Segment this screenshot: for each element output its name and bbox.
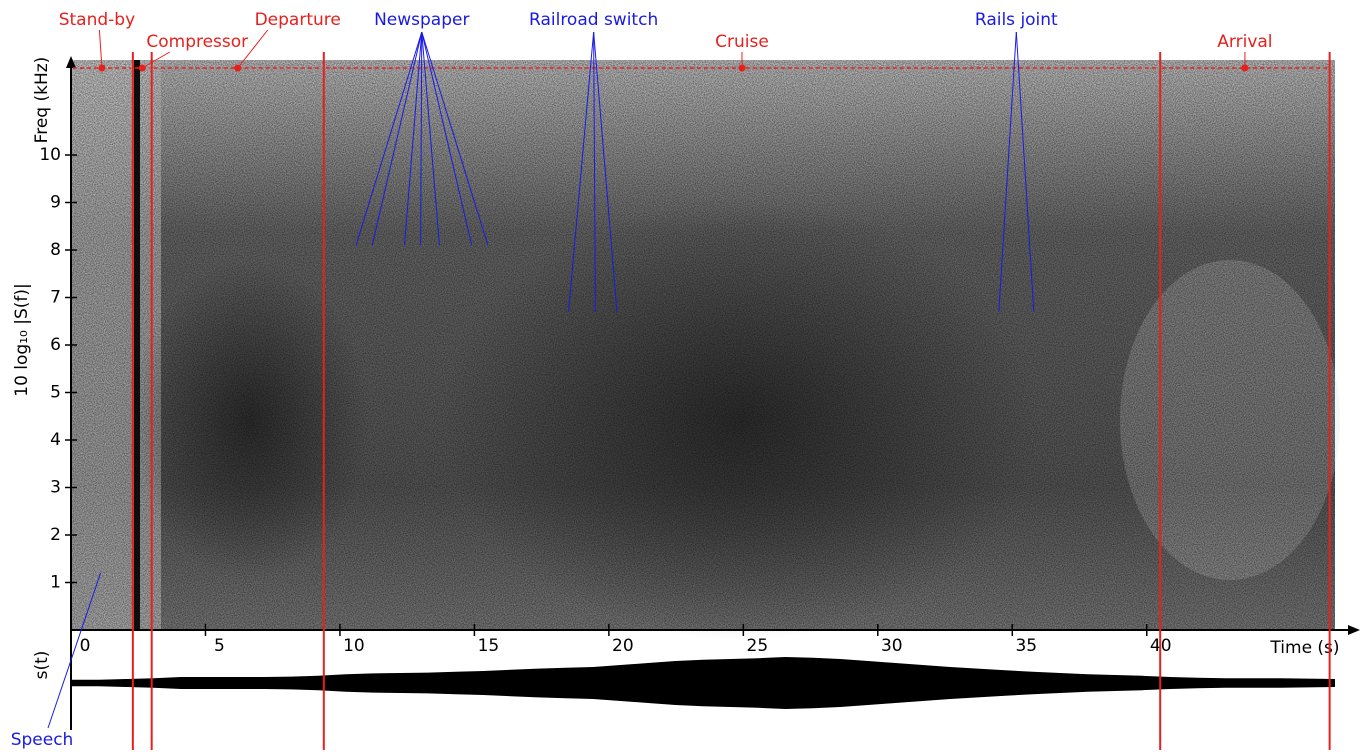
x-tick-label: 20 <box>612 636 634 656</box>
y-tick-label: 7 <box>50 288 61 308</box>
y-axis-label: Freq (kHz) <box>32 57 52 144</box>
x-tick-label: 25 <box>747 636 769 656</box>
event-label: Rails joint <box>975 10 1058 30</box>
waveform <box>71 657 1335 709</box>
y-tick-label: 1 <box>50 573 61 593</box>
y-tick-label: 8 <box>50 240 61 260</box>
y-tick-label: 5 <box>50 383 61 403</box>
signal-label: s(t) <box>32 651 52 680</box>
chart: Freq (kHz) 10 log₁₀ |S(f)| s(t) Time (s)… <box>0 0 1372 751</box>
x-tick-label: 15 <box>478 636 500 656</box>
y-axis-title: 10 log₁₀ |S(f)| <box>12 283 32 396</box>
x-tick-label: 30 <box>881 636 903 656</box>
phase-label: Arrival <box>1217 32 1272 52</box>
event-label: Newspaper <box>374 10 469 30</box>
y-tick-label: 2 <box>50 525 61 545</box>
y-tick-label: 10 <box>39 145 61 165</box>
event-label: Railroad switch <box>529 10 658 30</box>
phase-label: Stand-by <box>59 10 135 30</box>
spectrogram <box>71 60 1340 640</box>
y-tick-label: 4 <box>50 430 61 450</box>
y-tick-label: 3 <box>50 478 61 498</box>
x-tick-label: 0 <box>80 636 91 656</box>
y-tick-label: 9 <box>50 193 61 213</box>
phase-label: Compressor <box>146 32 248 52</box>
phase-label: Departure <box>255 10 341 30</box>
x-axis-arrow <box>1348 625 1360 635</box>
phase-label: Cruise <box>715 32 769 52</box>
x-tick-label: 5 <box>214 636 225 656</box>
event-label: Speech <box>11 730 74 750</box>
spectrogram-noise <box>71 60 1335 630</box>
y-tick-label: 6 <box>50 335 61 355</box>
x-tick-label: 35 <box>1015 636 1037 656</box>
x-tick-label: 10 <box>343 636 365 656</box>
